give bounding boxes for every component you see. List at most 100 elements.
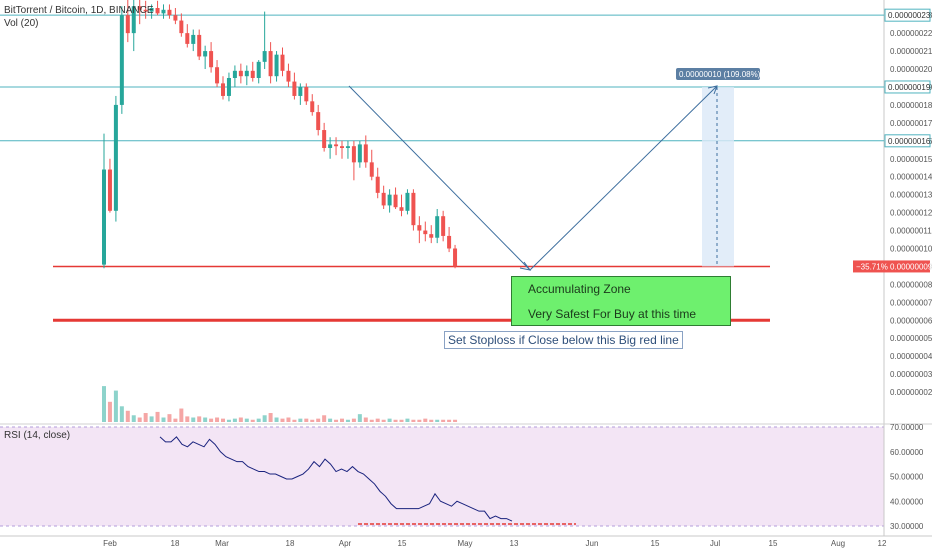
volume-bar [262,415,267,422]
volume-bar [405,418,410,422]
price-tick-label: 0.00000010 [890,244,932,253]
time-tick-label: 15 [398,539,407,548]
candle-body [447,235,452,249]
rsi-tick-label: 70.00000 [890,423,924,432]
volume-bar [423,418,428,422]
candle-body [215,67,220,84]
candle-body [357,144,362,163]
rsi-tick-label: 40.00000 [890,497,924,506]
candle-body [209,51,214,68]
candle-body [268,51,273,77]
volume-bar [221,418,225,422]
candle-body [453,248,458,267]
volume-bar [215,417,220,422]
price-tick-label: 0.00000006 [890,316,932,325]
price-tick-label: 0.00000003 [890,370,932,379]
projection-label: 0.00000010 (109.08%) 10 [679,70,772,79]
volume-bar [250,419,255,422]
arrow-head-up [707,85,718,95]
volume-bar [453,419,458,422]
candle-body [250,70,255,78]
volume-bar [369,419,374,422]
price-tick-label: 0.00000004 [890,352,932,361]
volume-bar [113,390,118,422]
candle-body [304,86,309,102]
volume-bar [125,410,130,422]
volume-bar [286,417,291,422]
time-tick-label: 12 [878,539,887,548]
volume-bar [137,417,142,422]
volume-bar [119,406,124,422]
price-tick-label: 0.00000014 [890,173,932,182]
candle-body [119,15,124,105]
price-tick-label: 0.00000013 [890,191,932,200]
candle-body [363,144,368,163]
volume-legend: Vol (20) [4,18,39,29]
volume-bar [197,416,202,422]
candle-body [125,15,130,34]
volume-bar [316,418,321,422]
candle-body [417,225,422,231]
price-tick-label: 0.00000015 [890,155,932,164]
volume-bar [244,418,249,422]
volume-bar [167,414,172,422]
rsi-panel [0,427,884,526]
volume-bar [304,418,309,422]
volume-bar [417,419,422,422]
volume-bar [387,418,392,422]
volume-bar [238,417,243,422]
volume-bar [357,414,362,422]
projection-range [702,86,734,267]
axis-tag-23-bg [884,8,931,22]
volume-bar [149,416,154,422]
candle-body [375,176,380,193]
candle-body [340,146,344,148]
stoploss-note: Set Stoploss if Close below this Big red… [444,331,683,349]
candle-body [221,83,225,96]
arrow-head-down [519,261,532,271]
candle-body [393,194,398,208]
price-tick-label: 0.00000017 [890,119,932,128]
time-tick-label: 18 [171,539,180,548]
volume-bar [232,418,237,422]
volume-bar [274,417,279,422]
candle-body [399,207,404,211]
price-tick-label: 0.00000020 [890,65,932,74]
candle-body [256,61,261,78]
candle-body [274,54,279,77]
candle-body [286,70,291,82]
candle-body [381,192,386,206]
price-tick-label: 0.00000008 [890,280,932,289]
time-tick-label: Feb [103,539,117,548]
time-tick-label: 13 [510,539,519,548]
candle-body [405,192,410,211]
volume-bar [435,419,440,422]
candle-body [435,216,440,238]
volume-bar [393,419,398,422]
volume-bar [292,419,297,422]
candle-body [155,8,160,14]
volume-bar [143,413,148,422]
candle-body [387,194,392,206]
candle-body [292,81,297,96]
time-tick-label: 18 [286,539,295,548]
candle-body [369,162,374,177]
candle-body [298,86,303,96]
axis-tag-16: 0.00000016 [888,137,931,146]
candle-body [191,34,196,44]
volume-bar [173,418,178,422]
candle-body [310,101,315,113]
volume-bar [191,417,196,422]
volume-bar [209,418,214,422]
zone-title: Accumulating Zone [528,282,631,296]
projection-label-bg [676,68,760,80]
candle-body [167,9,172,16]
time-tick-label: Mar [215,539,229,548]
candle-body [197,34,202,57]
axis-tag-19: 0.00000019 [888,83,931,92]
volume-bar [107,401,112,422]
time-tick-label: Jul [710,539,720,548]
candle-body [143,9,148,12]
